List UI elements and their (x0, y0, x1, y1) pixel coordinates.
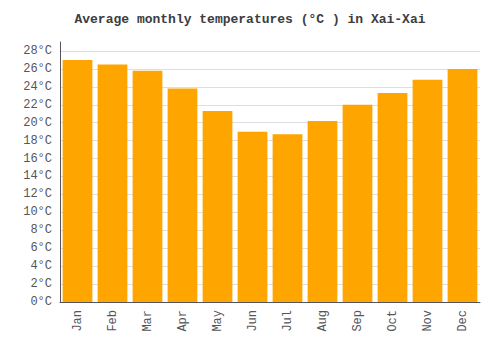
svg-text:May: May (211, 310, 225, 332)
svg-text:Average monthly temperatures (: Average monthly temperatures (°C ) in Xa… (74, 12, 425, 27)
svg-text:0°C: 0°C (30, 295, 52, 309)
svg-text:22°C: 22°C (23, 98, 52, 112)
svg-text:Jan: Jan (71, 310, 85, 332)
svg-text:4°C: 4°C (30, 259, 52, 273)
svg-text:24°C: 24°C (23, 80, 52, 94)
svg-text:Apr: Apr (176, 310, 190, 332)
svg-text:12°C: 12°C (23, 187, 52, 201)
svg-text:8°C: 8°C (30, 223, 52, 237)
svg-text:14°C: 14°C (23, 169, 52, 183)
svg-text:Sep: Sep (351, 310, 365, 332)
svg-text:20°C: 20°C (23, 116, 52, 130)
svg-text:Jul: Jul (281, 310, 295, 332)
svg-text:18°C: 18°C (23, 134, 52, 148)
svg-text:Feb: Feb (106, 310, 120, 332)
svg-text:10°C: 10°C (23, 205, 52, 219)
svg-text:6°C: 6°C (30, 241, 52, 255)
svg-text:28°C: 28°C (23, 44, 52, 58)
svg-text:Oct: Oct (386, 310, 400, 332)
svg-text:Mar: Mar (141, 310, 155, 332)
svg-text:Jun: Jun (246, 310, 260, 332)
svg-text:26°C: 26°C (23, 62, 52, 76)
svg-text:Dec: Dec (456, 310, 470, 332)
svg-text:Aug: Aug (316, 310, 330, 332)
svg-text:16°C: 16°C (23, 152, 52, 166)
svg-text:Nov: Nov (421, 310, 435, 332)
svg-text:2°C: 2°C (30, 277, 52, 291)
